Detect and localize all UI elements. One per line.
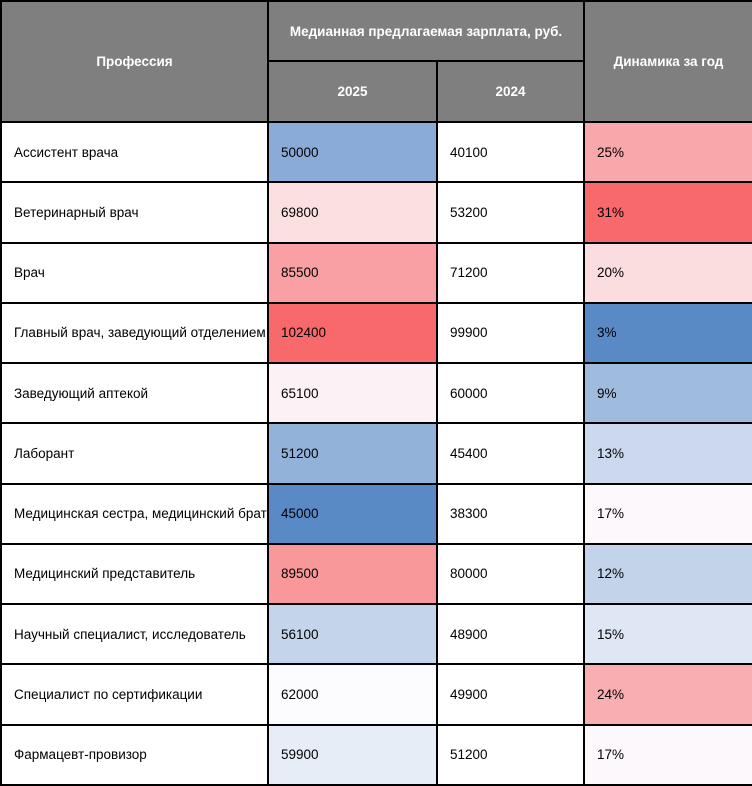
salary-2025-cell: 69800: [267, 181, 438, 244]
table-row: Фармацевт-провизор 59900 51200 17%: [0, 723, 752, 786]
salary-2025-cell: 85500: [267, 241, 438, 304]
dynamics-cell: 24%: [583, 663, 752, 726]
salary-2025-cell: 62000: [267, 663, 438, 726]
table-row: Врач 85500 71200 20%: [0, 241, 752, 304]
salary-2024-cell: 38300: [435, 482, 586, 545]
salary-2024-cell: 53200: [435, 181, 586, 244]
table-row: Научный специалист, исследователь 56100 …: [0, 603, 752, 666]
table-row: Ветеринарный врач 69800 53200 31%: [0, 181, 752, 244]
profession-cell: Ветеринарный врач: [0, 181, 269, 244]
profession-cell: Фармацевт-провизор: [0, 723, 269, 786]
table-row: Специалист по сертификации 62000 49900 2…: [0, 663, 752, 726]
salary-2024-cell: 40100: [435, 120, 586, 184]
salary-2024-cell: 71200: [435, 241, 586, 304]
header-year-2024: 2024: [435, 60, 586, 123]
dynamics-cell: 12%: [583, 542, 752, 606]
salary-2025-cell: 45000: [267, 482, 438, 545]
table-row: Лаборант 51200 45400 13%: [0, 422, 752, 485]
dynamics-cell: 31%: [583, 181, 752, 244]
profession-cell: Врач: [0, 241, 269, 304]
salary-2024-cell: 48900: [435, 603, 586, 666]
salary-2025-cell: 50000: [267, 120, 438, 184]
salary-2024-cell: 60000: [435, 362, 586, 425]
dynamics-cell: 9%: [583, 362, 752, 425]
salary-2024-cell: 49900: [435, 663, 586, 726]
salary-2024-cell: 51200: [435, 723, 586, 786]
table-header: Профессия Медианная предлагаемая зарплат…: [0, 0, 752, 123]
dynamics-cell: 13%: [583, 422, 752, 485]
profession-cell: Научный специалист, исследователь: [0, 603, 269, 666]
salary-2025-cell: 59900: [267, 723, 438, 786]
dynamics-cell: 20%: [583, 241, 752, 304]
salary-2024-cell: 99900: [435, 301, 586, 365]
header-salary-group: Медианная предлагаемая зарплата, руб.: [266, 0, 586, 62]
dynamics-cell: 17%: [583, 723, 752, 786]
salary-2025-cell: 102400: [267, 301, 438, 365]
salary-2025-cell: 89500: [267, 542, 438, 606]
profession-cell: Главный врач, заведующий отделением: [0, 301, 269, 365]
table-row: Заведующий аптекой 65100 60000 9%: [0, 362, 752, 425]
dynamics-cell: 3%: [583, 301, 752, 365]
profession-cell: Лаборант: [0, 422, 269, 485]
profession-cell: Заведующий аптекой: [0, 362, 269, 425]
profession-cell: Медицинская сестра, медицинский брат: [0, 482, 269, 545]
table-body: Ассистент врача 50000 40100 25% Ветерина…: [0, 120, 752, 786]
salary-2024-cell: 80000: [435, 542, 586, 606]
header-dynamics: Динамика за год: [583, 0, 752, 123]
header-year-2025: 2025: [267, 60, 438, 123]
dynamics-cell: 25%: [583, 120, 752, 184]
profession-cell: Медицинский представитель: [0, 542, 269, 606]
table-row: Медицинский представитель 89500 80000 12…: [0, 542, 752, 606]
table-row: Ассистент врача 50000 40100 25%: [0, 120, 752, 184]
salary-2025-cell: 51200: [267, 422, 438, 485]
salary-2024-cell: 45400: [435, 422, 586, 485]
dynamics-cell: 15%: [583, 603, 752, 666]
profession-cell: Ассистент врача: [0, 120, 269, 184]
dynamics-cell: 17%: [583, 482, 752, 545]
header-profession: Профессия: [0, 0, 269, 123]
table-row: Медицинская сестра, медицинский брат 450…: [0, 482, 752, 545]
salary-2025-cell: 65100: [267, 362, 438, 425]
table-row: Главный врач, заведующий отделением 1024…: [0, 301, 752, 365]
salary-2025-cell: 56100: [267, 603, 438, 666]
profession-cell: Специалист по сертификации: [0, 663, 269, 726]
